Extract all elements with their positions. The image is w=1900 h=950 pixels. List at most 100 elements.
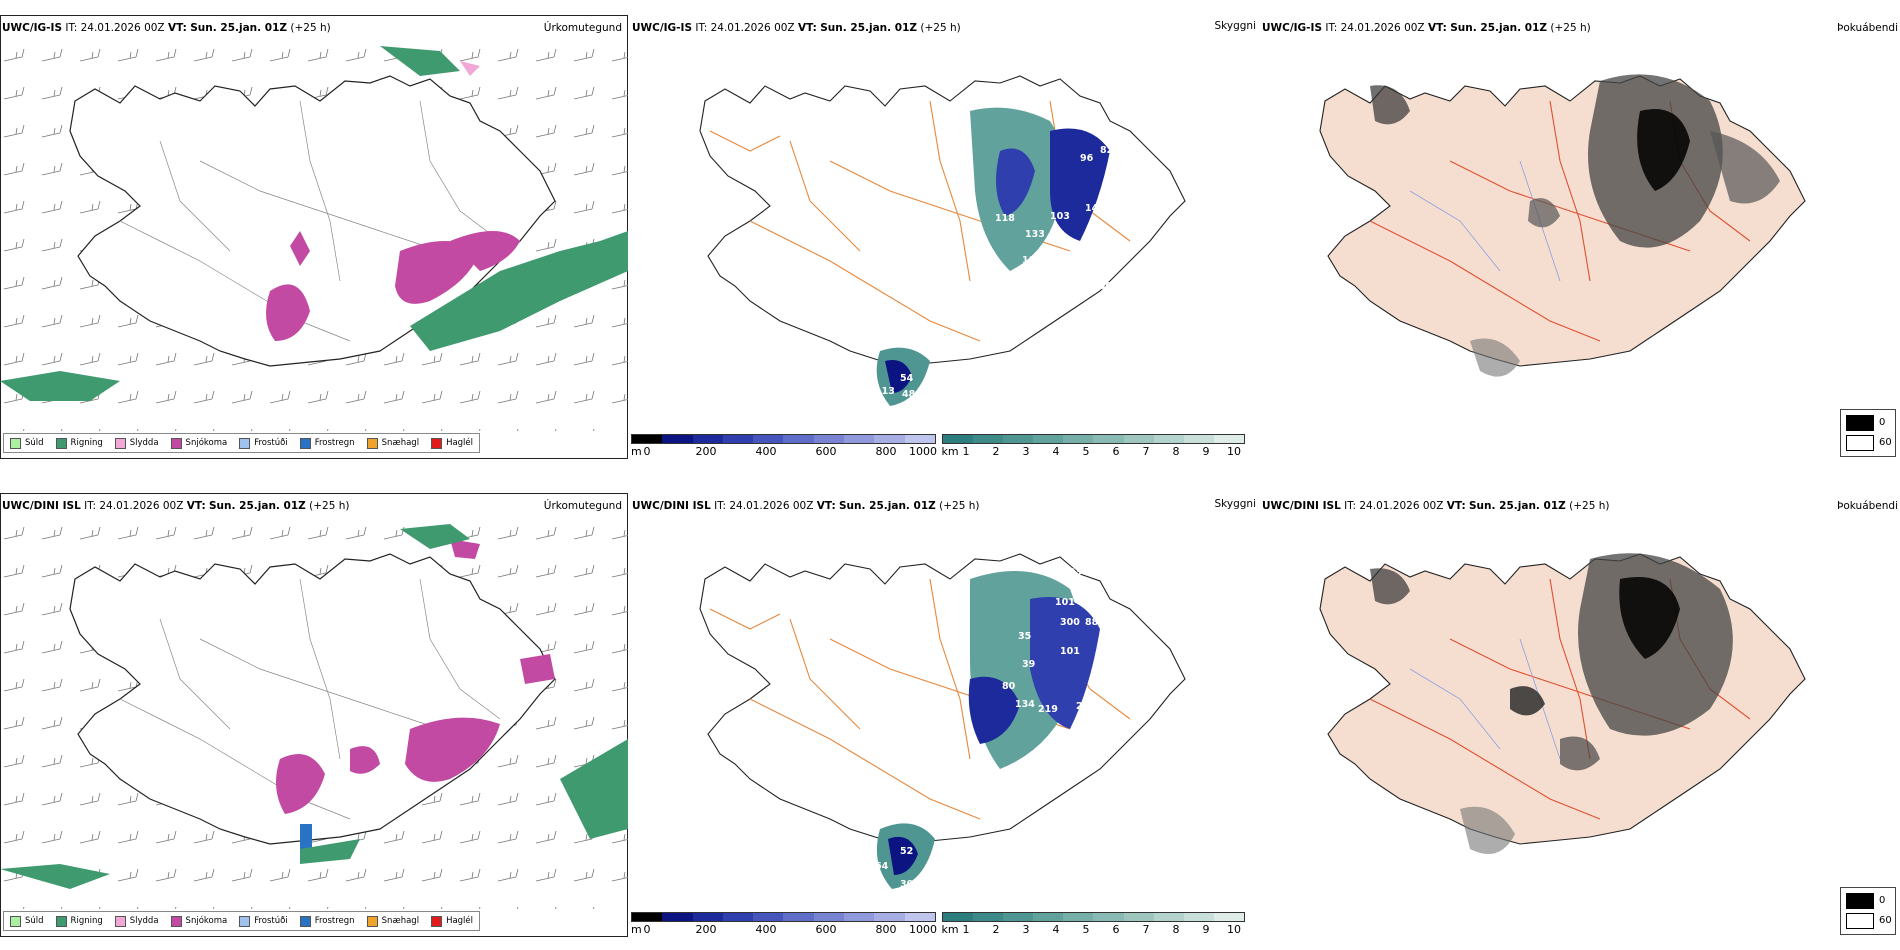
- vis-label: 103: [1050, 211, 1070, 222]
- visibility-map: 128 96 82 83 145 22 103 84 118 133 101 3…: [699, 75, 1186, 414]
- vis-label: 64: [875, 861, 889, 872]
- legend-swatch: [299, 437, 311, 449]
- panel-title: UWC/IG-IS IT: 24.01.2026 00Z VT: Sun. 25…: [2, 22, 331, 34]
- visibility-colorbar-km: km 1 2 3 4 5 6 7 8 9 10: [941, 434, 1245, 458]
- legend-item: Slydda: [114, 915, 159, 927]
- vis-label: 30: [900, 879, 914, 890]
- legend-swatch: [239, 437, 251, 449]
- legend-item: Snæhagl: [366, 437, 419, 449]
- panel-parameter: Úrkomutegund: [543, 500, 622, 512]
- vis-label: 82: [1100, 145, 1113, 156]
- legend-swatch: [114, 915, 126, 927]
- fog-legend: 0 60: [1840, 887, 1896, 935]
- visibility-areas: [876, 107, 1110, 406]
- colorbar-ticks: km 1 2 3 4 5 6 7 8 9 10: [941, 923, 1241, 936]
- legend-item: Snæhagl: [366, 915, 419, 927]
- iceland-coastline: [699, 75, 1186, 367]
- visibility-colorbar-km: km 1 2 3 4 5 6 7 8 9 10: [941, 912, 1245, 936]
- vis-label: 133: [1025, 229, 1045, 240]
- legend-item: Slydda: [114, 437, 159, 449]
- panel-header: UWC/DINI ISL IT: 24.01.2026 00Z VT: Sun.…: [1260, 493, 1900, 519]
- precip-type-legend: Súld Rigning Slydda Snjókoma Frostúði Fr…: [3, 911, 481, 931]
- visibility-labels: 128 96 82 83 145 22 103 84 118 133 101 3…: [875, 101, 1149, 414]
- legend-item: Súld: [10, 915, 44, 927]
- precip-type-panel-top: UWC/IG-IS IT: 24.01.2026 00Z VT: Sun. 25…: [0, 15, 630, 461]
- vis-label: 41: [1060, 771, 1073, 782]
- visibility-map: 203 101 300 88 35 101 39 80 134 219 217 …: [699, 553, 1186, 890]
- vis-label: 35: [1018, 631, 1031, 642]
- legend-swatch: [1846, 893, 1874, 909]
- legend-item: Frostregn: [299, 915, 355, 927]
- legend-item: Rigning: [55, 915, 103, 927]
- precipitation-areas: [0, 524, 628, 889]
- legend-swatch: [10, 915, 21, 927]
- vis-label: 145: [1085, 203, 1105, 214]
- panel-parameter: Þokuábendi: [1837, 500, 1898, 512]
- vis-label: 65: [1108, 711, 1121, 722]
- vis-label: 52: [900, 846, 913, 857]
- panel-header: UWC/IG-IS IT: 24.01.2026 00Z VT: Sun. 25…: [0, 15, 630, 41]
- fog-panel-top: UWC/IG-IS IT: 24.01.2026 00Z VT: Sun. 25…: [1260, 15, 1900, 461]
- vis-label: 300: [1060, 617, 1080, 628]
- precip-type-panel-bottom: UWC/DINI ISL IT: 24.01.2026 00Z VT: Sun.…: [0, 493, 630, 939]
- legend-item: Frostúði: [239, 915, 288, 927]
- fog-map: [1319, 553, 1806, 854]
- legend-item: Rigning: [55, 437, 103, 449]
- panel-parameter: Skyggni: [1214, 498, 1257, 510]
- legend-swatch: [1846, 913, 1874, 929]
- vis-label: 22: [1110, 203, 1123, 214]
- legend-swatch: [55, 437, 67, 449]
- visibility-colorbar-m: m 0 200 400 600 800 1000: [631, 434, 937, 458]
- vis-label: 203: [1062, 567, 1082, 578]
- precip-type-map: [0, 41, 628, 431]
- visibility-colorbar-m: m 0 200 400 600 800 1000: [631, 912, 937, 936]
- colorbar: [942, 912, 1245, 922]
- fog-panel-bottom: UWC/DINI ISL IT: 24.01.2026 00Z VT: Sun.…: [1260, 493, 1900, 939]
- legend-swatch: [170, 437, 182, 449]
- vis-label: 56: [902, 403, 916, 414]
- visibility-labels: 203 101 300 88 35 101 39 80 134 219 217 …: [875, 567, 1155, 890]
- legend-swatch: [366, 915, 378, 927]
- panel-header: UWC/DINI ISL IT: 24.01.2026 00Z VT: Sun.…: [630, 493, 1260, 519]
- legend-item: Haglél: [431, 437, 473, 449]
- vis-label: 54: [900, 373, 914, 384]
- legend-swatch: [10, 437, 21, 449]
- legend-swatch: [170, 915, 182, 927]
- colorbar-ticks: km 1 2 3 4 5 6 7 8 9 10: [941, 445, 1241, 458]
- vis-label: 80: [1002, 681, 1016, 692]
- legend-swatch: [366, 437, 378, 449]
- panel-title: UWC/IG-IS IT: 24.01.2026 00Z VT: Sun. 25…: [632, 22, 961, 34]
- fog-areas: [1370, 74, 1780, 377]
- precip-type-map: [0, 519, 628, 909]
- panel-title: UWC/DINI ISL IT: 24.01.2026 00Z VT: Sun.…: [1262, 500, 1610, 512]
- colorbar-ticks: m 0 200 400 600 800 1000: [631, 445, 937, 458]
- visibility-panel-bottom: UWC/DINI ISL IT: 24.01.2026 00Z VT: Sun.…: [630, 493, 1260, 939]
- legend-item: Frostregn: [299, 437, 355, 449]
- precip-type-legend: Súld Rigning Slydda Snjókoma Frostúði Fr…: [3, 433, 481, 453]
- legend-swatch: [299, 915, 311, 927]
- vis-label: 96: [1080, 153, 1094, 164]
- panel-header: UWC/IG-IS IT: 24.01.2026 00Z VT: Sun. 25…: [630, 15, 1260, 41]
- vis-label: 39: [1022, 659, 1035, 670]
- legend-item: Haglél: [431, 915, 473, 927]
- vis-label: 31: [1092, 325, 1105, 336]
- legend-swatch: [1846, 415, 1874, 431]
- legend-swatch: [431, 915, 443, 927]
- vis-label: 93: [1142, 671, 1155, 682]
- vis-label: 101: [1060, 646, 1080, 657]
- colorbar: [631, 912, 936, 922]
- vis-label: 117: [1008, 283, 1028, 294]
- precipitation-areas: [0, 46, 628, 401]
- vis-label: 250: [1064, 733, 1084, 744]
- road-lines: [119, 100, 501, 342]
- vis-label: 118: [995, 213, 1015, 224]
- fog-map: [1319, 74, 1806, 377]
- visibility-panel-top: UWC/IG-IS IT: 24.01.2026 00Z VT: Sun. 25…: [630, 15, 1260, 461]
- vis-label: 101: [930, 709, 950, 720]
- legend-swatch: [55, 915, 67, 927]
- vis-label: 88: [1085, 617, 1099, 628]
- legend-swatch: [1846, 435, 1874, 451]
- vis-label: 101: [1130, 661, 1150, 672]
- vis-label: 300: [1092, 281, 1112, 292]
- legend-item: Snjókoma: [170, 915, 227, 927]
